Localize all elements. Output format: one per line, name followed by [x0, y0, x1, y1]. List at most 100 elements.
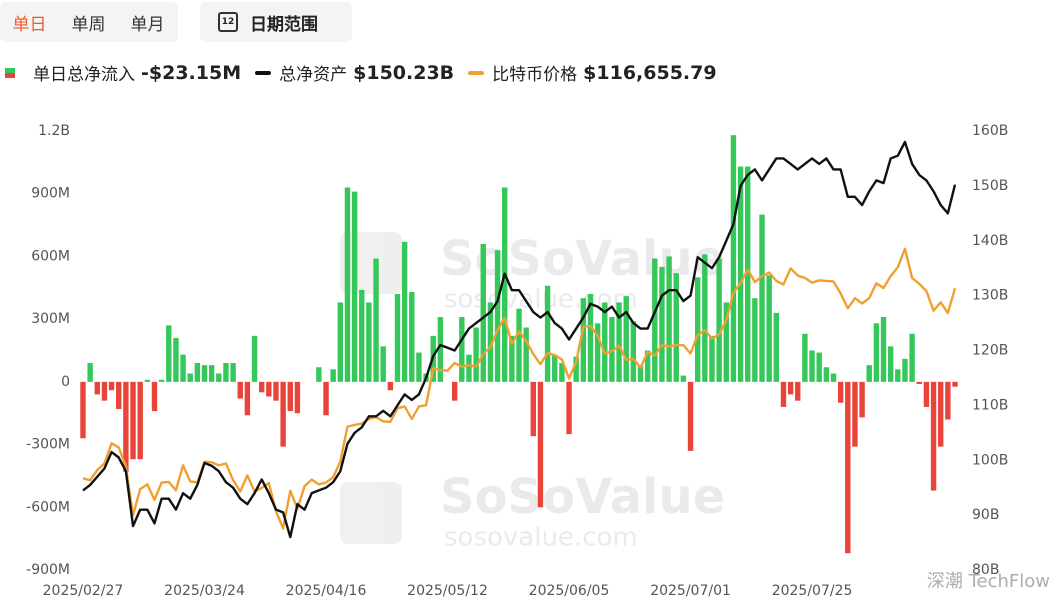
bar — [94, 381, 100, 395]
line — [82, 247, 957, 530]
bar — [566, 381, 572, 435]
bar — [530, 381, 536, 437]
date-range-label: 日期范围 — [250, 14, 318, 35]
bar — [287, 381, 293, 412]
bar — [816, 352, 822, 382]
tab[interactable]: 单月 — [130, 14, 165, 35]
bar — [330, 369, 336, 382]
tab[interactable]: 单周 — [71, 14, 106, 35]
legend-label: 比特币价格 — [492, 65, 578, 85]
bar — [780, 381, 787, 407]
bar — [459, 317, 465, 382]
bar — [201, 365, 208, 382]
legend-item[interactable]: 比特币价格 $116,655.79 — [468, 60, 717, 85]
legend-item[interactable]: 总净资产 $150.23B — [255, 60, 454, 85]
bar — [244, 381, 251, 416]
bar — [401, 241, 408, 382]
bar — [394, 294, 401, 382]
bar — [323, 381, 329, 416]
bar — [466, 354, 472, 382]
bar — [151, 381, 158, 412]
bar — [759, 214, 765, 382]
bar — [787, 381, 794, 395]
x-tick-label: 2025/07/25 — [772, 583, 853, 599]
bar — [280, 381, 286, 447]
bar — [730, 135, 737, 382]
legend-value: $116,655.79 — [583, 61, 717, 84]
bar — [916, 381, 922, 384]
bar — [895, 369, 901, 382]
line — [82, 140, 957, 539]
watermark-logo — [340, 482, 402, 544]
legend-label: 总净资产 — [279, 65, 348, 85]
x-tick-label: 2025/06/05 — [529, 583, 610, 599]
bar — [251, 335, 258, 382]
y-tick-label: -600M — [26, 499, 70, 515]
bar — [945, 381, 951, 420]
bar — [373, 258, 379, 382]
bar — [687, 381, 694, 451]
bar — [873, 323, 880, 382]
bar — [852, 381, 858, 447]
bar — [237, 381, 243, 399]
bar — [416, 352, 422, 382]
bar — [644, 350, 651, 382]
bar — [880, 317, 887, 382]
bar — [473, 327, 479, 382]
bar — [487, 302, 494, 382]
bar — [623, 296, 629, 382]
bar — [366, 302, 372, 382]
legend-label: 单日总净流入 — [33, 65, 135, 85]
y2-tick-label: 90B — [972, 507, 999, 523]
legend-swatch — [468, 70, 485, 75]
bar — [208, 365, 215, 382]
bar — [766, 275, 772, 382]
bar — [344, 187, 351, 382]
bar — [602, 302, 608, 382]
bar — [609, 317, 615, 382]
bar — [823, 367, 830, 382]
y-tick-label: 300M — [31, 311, 70, 327]
bar — [294, 381, 301, 414]
bar — [752, 298, 758, 382]
y-tick-label: 600M — [31, 248, 70, 264]
bar — [659, 266, 665, 382]
bar — [745, 166, 751, 382]
bar — [187, 373, 193, 382]
bar — [116, 381, 122, 410]
tab[interactable]: 单日 — [12, 14, 47, 35]
bar — [216, 373, 222, 382]
bar — [509, 335, 515, 382]
bar — [938, 381, 944, 447]
y-tick-label: -900M — [26, 562, 70, 578]
legend-item[interactable]: 单日总净流入 -$23.15M — [5, 60, 241, 85]
y2-tick-label: 150B — [972, 178, 1008, 194]
y2-tick-label: 100B — [972, 452, 1008, 468]
bar — [723, 302, 729, 382]
bar — [451, 381, 458, 401]
period-tabs: 单日 单周 单月 — [0, 2, 178, 42]
bar — [337, 302, 344, 382]
bar — [680, 375, 687, 382]
bar — [666, 256, 672, 382]
bar — [887, 346, 894, 382]
bar — [652, 258, 658, 382]
bar — [637, 365, 644, 382]
bar — [180, 354, 186, 382]
bar — [866, 365, 872, 382]
bar — [123, 381, 129, 472]
bar — [359, 289, 365, 382]
date-range-button[interactable]: 12 日期范围 — [200, 2, 352, 42]
bar — [137, 381, 143, 460]
bar — [437, 317, 444, 382]
y2-tick-label: 110B — [972, 397, 1008, 413]
bar — [537, 381, 544, 508]
legend-swatch — [5, 67, 15, 78]
legend-value: -$23.15M — [141, 61, 242, 84]
bar — [630, 321, 637, 382]
bar — [409, 291, 415, 382]
y2-tick-label: 160B — [972, 123, 1008, 139]
bar — [523, 327, 529, 382]
bar — [573, 356, 579, 382]
